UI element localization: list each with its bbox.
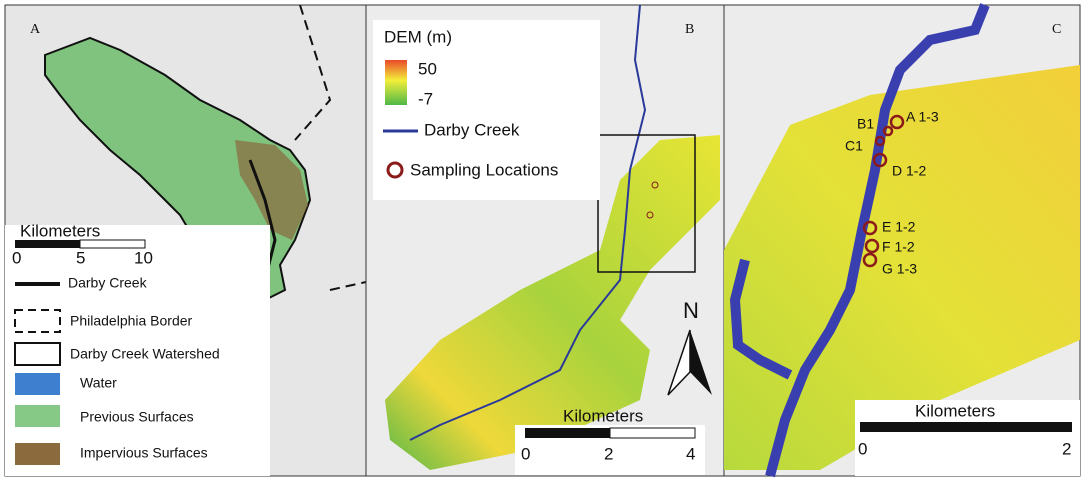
- site-label: C1: [845, 138, 863, 154]
- scale-bar: [15, 240, 80, 248]
- site-marker: [864, 238, 880, 254]
- site-label: G 1-3: [882, 261, 917, 277]
- panel-label: A: [30, 22, 41, 37]
- panel-b: DEM (m) 50 -7 Darby Creek Sampling Locat…: [365, 4, 725, 477]
- legend-swatch: [15, 405, 60, 427]
- site-marker: [882, 125, 894, 137]
- scale-bar: [79, 239, 146, 249]
- scale-tick: 2: [604, 444, 613, 463]
- site-marker: [646, 211, 654, 219]
- scale-bar: [860, 422, 1072, 432]
- legend-label: Darby Creek Watershed: [70, 346, 220, 362]
- river: [409, 4, 647, 441]
- legend-label: Darby Creek: [424, 120, 520, 139]
- legend-title: DEM (m): [384, 27, 452, 46]
- dem-ramp: [385, 60, 407, 105]
- scale-tick: 0: [12, 248, 21, 267]
- scale-title: Kilometers: [915, 401, 995, 420]
- ramp-max: 50: [418, 59, 437, 78]
- inset-frame: [597, 134, 696, 273]
- scale-tick: 0: [858, 439, 867, 458]
- scale-box: [855, 400, 1080, 476]
- scale-bar: [525, 428, 610, 438]
- panel-label: C: [1052, 22, 1061, 37]
- legend-label: Impervious Surfaces: [80, 445, 208, 461]
- scale-title: Kilometers: [20, 221, 100, 240]
- site-label: F 1-2: [882, 239, 915, 255]
- scale-bar: [609, 427, 696, 439]
- site-label: B1: [857, 116, 874, 132]
- site-marker: [874, 135, 886, 147]
- panel-c: A 1-3 B1 C1 D 1-2 E 1-2 F 1-2 G 1-3 C Ki…: [723, 3, 1081, 478]
- philadelphia-border: [294, 4, 367, 291]
- dem-area: [385, 135, 720, 470]
- site-marker: [862, 252, 878, 268]
- north-label: N: [683, 298, 699, 323]
- scale-tick: 0: [521, 444, 530, 463]
- legend-box: [373, 20, 600, 200]
- site-label: E 1-2: [882, 219, 916, 235]
- site-label: D 1-2: [892, 163, 926, 179]
- site-marker: [889, 114, 905, 130]
- legend-label: Philadelphia Border: [70, 313, 193, 329]
- site-marker: [862, 220, 878, 236]
- scale-tick: 5: [76, 248, 85, 267]
- legend-swatch: [15, 443, 60, 465]
- site-marker: [872, 152, 888, 168]
- river: [765, 3, 990, 478]
- legend-swatch: [386, 161, 404, 179]
- legend-swatch: [14, 342, 61, 366]
- panel-label: B: [685, 22, 694, 37]
- legend-swatch: [14, 309, 61, 333]
- scale-tick: 2: [1062, 439, 1071, 458]
- site-markers: [862, 114, 905, 268]
- river: [729, 258, 793, 380]
- panel-a: A Kilometers 0 5 10 Darby Creek Philadel…: [4, 4, 367, 477]
- scale-tick: 10: [134, 248, 153, 267]
- ramp-min: -7: [418, 89, 433, 108]
- site-marker: [651, 181, 659, 189]
- legend-swatch: [15, 373, 60, 395]
- legend-label: Sampling Locations: [410, 160, 558, 179]
- scale-title: Kilometers: [563, 406, 643, 425]
- legend-label: Water: [80, 375, 117, 391]
- legend-label: Previous Surfaces: [80, 409, 194, 425]
- north-arrow: [690, 330, 712, 395]
- dem-area: [724, 65, 1080, 470]
- site-label: A 1-3: [906, 109, 939, 125]
- legend-box: [5, 225, 270, 476]
- scale-tick: 4: [686, 444, 695, 463]
- legend-label: Darby Creek: [68, 275, 148, 291]
